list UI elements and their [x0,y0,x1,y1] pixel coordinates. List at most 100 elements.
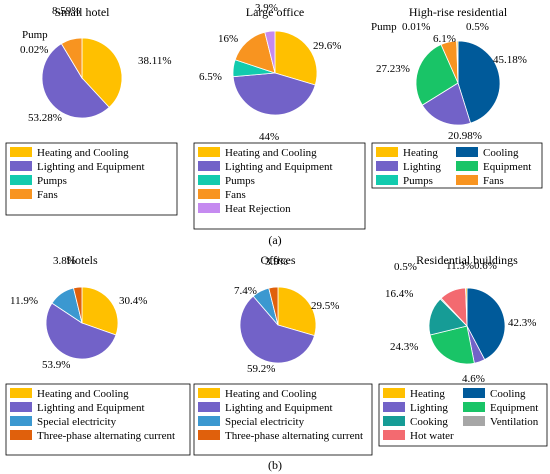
legend-label-heating-and-cooling: Heating and Cooling [225,388,317,400]
legend-swatch-heating [383,388,405,398]
pie-chart-high-rise-residential: High-rise residential 45.18% 20.98% 27.23% 6… [371,5,543,189]
legend-swatch-lighting-and-equipment [10,161,32,171]
data-label-heating: 0.6% [474,260,497,272]
legend-swatch-pumps [198,175,220,185]
pie-slice-heating-and-cooling [277,286,317,337]
legend-swatch-pumps [376,175,398,185]
data-label-prefix-pumps: Pump [371,21,397,33]
pie-slice-three-phase-alternating-current [268,286,279,326]
panel-a-label: (a) [268,233,281,247]
legend-box [193,142,366,230]
data-label-three-phase-alternating-current: 3.9% [265,256,288,268]
pie-slice-heating-and-cooling [274,30,318,86]
pie-slice-three-phase-alternating-current [73,286,83,324]
data-label-heating-and-cooling: 30.4% [119,295,147,307]
legend-swatch-cooling [463,388,485,398]
legend-swatch-heat-rejection [198,203,220,213]
data-label-fans: 6.1% [433,33,456,45]
legend-label-heating-and-cooling: Heating and Cooling [37,388,129,400]
legend-swatch-pumps [10,175,32,185]
pie-slice-lighting-and-equipment [45,302,117,360]
data-label-lighting-and-equipment: 44% [259,131,279,143]
legend-swatch-special-electricity [198,416,220,426]
legend-swatch-cooking [383,416,405,426]
pie-slice-heat-rejection [264,30,276,74]
legend-label-cooking: Cooking [410,416,448,428]
data-label-equipment: 27.23% [376,63,410,75]
data-label-cooling: 45.18% [493,54,527,66]
data-label-fans: 8.59% [52,5,80,17]
data-label-special-electricity: 7.4% [234,285,257,297]
pie-slice-lighting-and-equipment [239,295,315,364]
panel-b-label: (b) [268,458,282,472]
legend-swatch-fans [456,175,478,185]
pie-slice-cooling [457,40,501,124]
chart-title: Hotels [66,253,98,267]
pie-chart-large-office: Large office 29.6% 44% 6.5% 16% 3.9% Heating a… [193,2,366,230]
pie-chart-small-hotel: Small hotel 38.11% 53.28% 0.02% Pump 8.59% Hea… [5,5,178,216]
pie-slice-equipment [429,325,475,365]
legend-box [5,142,178,216]
legend-label-cooling: Cooling [490,388,526,400]
data-label-lighting-and-equipment: 59.2% [247,363,275,375]
legend-label-equipment: Equipment [490,402,538,414]
legend-label-heating-and-cooling: Heating and Cooling [37,147,129,159]
legend-swatch-heating-and-cooling [198,388,220,398]
legend-swatch-ventilation [463,416,485,426]
legend-swatch-heating-and-cooling [198,147,220,157]
legend-swatch-fans [198,189,220,199]
data-label-heating-and-cooling: 29.6% [313,40,341,52]
chart-title: Small hotel [55,5,111,19]
legend-swatch-equipment [463,402,485,412]
charts-layer: Small hotel 38.11% 53.28% 0.02% Pump 8.59% Hea… [5,2,548,456]
legend-label-equipment: Equipment [483,161,531,173]
legend-swatch-heating [376,147,398,157]
legend-swatch-equipment [456,161,478,171]
legend-swatch-lighting [376,161,398,171]
data-label-heating: 0.5% [466,21,489,33]
chart-title: Large office [246,5,305,19]
data-label-three-phase-alternating-current: 3.8% [53,255,76,267]
data-label-lighting: 20.98% [448,130,482,142]
data-label-lighting-and-equipment: 53.28% [28,112,62,124]
pie-chart-hotels: Hotels 30.4% 53.9% 11.9% 3.8% Heating and Coo… [5,253,191,456]
data-label-ventilation: 0.5% [394,261,417,273]
legend-swatch-heating-and-cooling [10,388,32,398]
legend-label-heat-rejection: Heat Rejection [225,203,291,215]
legend-label-pumps: Pumps [403,175,433,187]
legend-label-ventilation: Ventilation [490,416,539,428]
legend-label-fans: Fans [225,189,246,201]
legend-label-three-phase-alternating-current: Three-phase alternating current [37,430,175,442]
legend-swatch-lighting-and-equipment [198,402,220,412]
legend-label-three-phase-alternating-current: Three-phase alternating current [225,430,363,442]
pie-slice-heating-and-cooling [81,37,123,108]
chart-title: High-rise residential [409,5,508,19]
legend-swatch-hot-water [383,430,405,440]
legend-swatch-special-electricity [10,416,32,426]
data-label-heating-and-cooling: 29.5% [311,300,339,312]
legend-label-heating: Heating [410,388,445,400]
legend-label-pumps: Pumps [37,175,67,187]
data-label-heat-rejection: 3.9% [255,2,278,14]
legend-label-special-electricity: Special electricity [37,416,117,428]
pie-slice-lighting-and-equipment [41,43,110,119]
legend-label-fans: Fans [483,175,504,187]
data-label-pumps: 0.02% [20,44,48,56]
legend-label-lighting-and-equipment: Lighting and Equipment [225,402,333,414]
legend-swatch-lighting-and-equipment [10,402,32,412]
data-label-equipment: 24.3% [390,341,418,353]
pie-chart-residential-buildings: Residential buildings 42.3% 4.6% 24.3% 16.4%… [378,253,548,447]
legend-label-lighting-and-equipment: Lighting and Equipment [225,161,333,173]
pie-slice-heating-and-cooling [81,286,119,336]
legend-label-heating: Heating [403,147,438,159]
legend-label-lighting: Lighting [410,402,448,414]
pie-slice-fans [60,37,83,80]
legend-label-lighting-and-equipment: Lighting and Equipment [37,161,145,173]
chart-title: Residential buildings [416,253,518,267]
legend-swatch-cooling [456,147,478,157]
legend-box [5,383,191,456]
data-label-lighting: 4.6% [462,373,485,385]
legend-label-pumps: Pumps [225,175,255,187]
data-label-cooking: 16.4% [385,288,413,300]
